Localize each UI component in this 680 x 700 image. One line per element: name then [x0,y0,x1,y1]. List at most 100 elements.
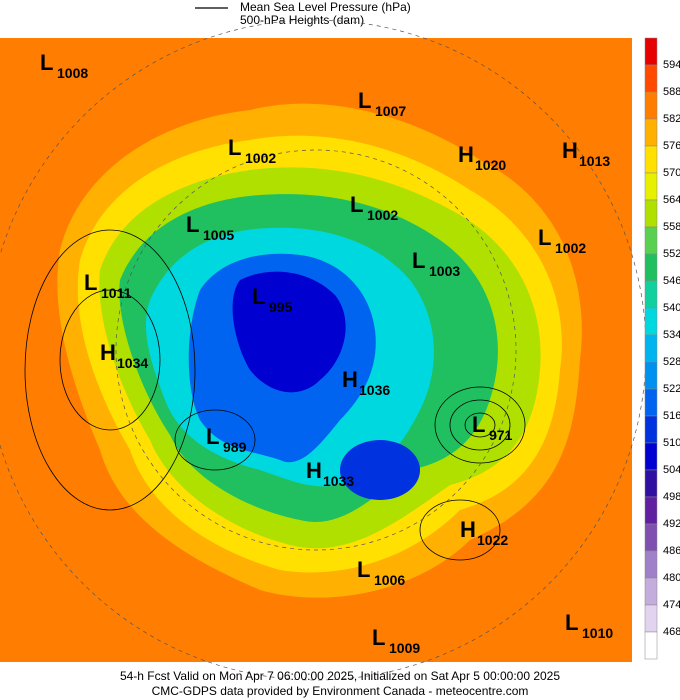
color-box [644,280,658,309]
height-band [232,271,346,393]
colorbar-tick-label: 498 [663,491,680,503]
color-box [644,415,658,444]
colorbar-tick-label: 552 [663,248,680,260]
color-box [644,334,658,363]
color-box [644,550,658,579]
color-box [644,631,658,660]
legend-fill-label: 500-hPa Heights (dam) [240,13,364,27]
center-kind: H [562,138,578,163]
colorbar-tick-label: 570 [663,167,680,179]
color-box [644,91,658,120]
colorbar-tick-label: 468 [663,626,680,638]
center-value: 989 [223,439,247,455]
color-box [644,118,658,147]
center-value: 1020 [475,157,506,173]
footer-line: CMC-GDPS data provided by Environment Ca… [152,684,529,698]
colorbar-tick-label: 510 [663,437,680,449]
colorbar-tick-label: 564 [663,194,680,206]
center-kind: L [372,625,385,650]
center-kind: H [306,458,322,483]
center-value: 1033 [323,473,354,489]
isobar [174,409,256,471]
color-box [644,226,658,255]
center-value: 995 [269,299,293,315]
center-value: 1022 [477,532,508,548]
center-value: 1005 [203,227,234,243]
colorbar-tick-label: 480 [663,572,680,584]
isobar [24,229,196,511]
center-kind: L [350,192,363,217]
latitude-circle [115,149,517,551]
center-value: 1002 [555,240,586,256]
center-kind: H [460,517,476,542]
center-kind: L [565,610,578,635]
colorbar-tick-label: 540 [663,302,680,314]
center-kind: H [100,340,116,365]
color-box [644,145,658,174]
center-kind: L [186,212,199,237]
colorbar-tick-label: 546 [663,275,680,287]
center-kind: L [40,50,53,75]
center-value: 1002 [245,150,276,166]
center-value: 1009 [389,640,420,656]
colorbar-tick-label: 582 [663,113,680,125]
color-box [644,307,658,336]
center-value: 971 [489,427,513,443]
colorbar-tick-label: 516 [663,410,680,422]
map-area [0,19,647,681]
center-value: 1011 [101,285,132,301]
colorbar-tick-label: 534 [663,329,680,341]
colorbar-tick-label: 492 [663,518,680,530]
colorbar-tick-label: 474 [663,599,680,611]
center-kind: L [412,248,425,273]
colorbar-tick-label: 522 [663,383,680,395]
center-value: 1002 [367,207,398,223]
center-kind: L [538,225,551,250]
center-kind: L [252,284,265,309]
center-value: 1003 [429,263,460,279]
center-kind: H [458,142,474,167]
colorbar-tick-label: 558 [663,221,680,233]
color-box [644,361,658,390]
color-box [644,523,658,552]
center-kind: H [342,367,358,392]
isobar [434,386,526,464]
colorbar-tick-label: 576 [663,140,680,152]
center-value: 1010 [582,625,613,641]
color-box [644,37,658,66]
center-kind: L [472,412,485,437]
center-kind: L [358,88,371,113]
center-value: 1013 [579,153,610,169]
color-box [644,199,658,228]
isobar [449,399,511,451]
center-kind: L [206,424,219,449]
height-band [340,440,420,500]
colorbar-tick-label: 594 [663,59,680,71]
isobar [419,499,501,561]
center-value: 1036 [359,382,390,398]
isobar [59,289,161,431]
color-box [644,64,658,93]
center-kind: L [84,270,97,295]
colorbar-tick-label: 504 [663,464,680,476]
colorbar-tick-label: 486 [663,545,680,557]
color-box [644,604,658,633]
center-kind: L [228,135,241,160]
center-kind: L [357,557,370,582]
color-box [644,172,658,201]
center-value: 1008 [57,65,88,81]
center-value: 1006 [374,572,405,588]
color-box [644,253,658,282]
color-box [644,577,658,606]
color-box [644,442,658,471]
legend-line-label: Mean Sea Level Pressure (hPa) [240,0,411,14]
color-box [644,496,658,525]
colorbar: 594 588 582 576 570 564 558 552 546 540 534 528 522 5… [644,37,680,660]
center-value: 1034 [117,355,148,371]
isobar [464,412,496,438]
color-box [644,469,658,498]
colorbar-tick-label: 528 [663,356,680,368]
